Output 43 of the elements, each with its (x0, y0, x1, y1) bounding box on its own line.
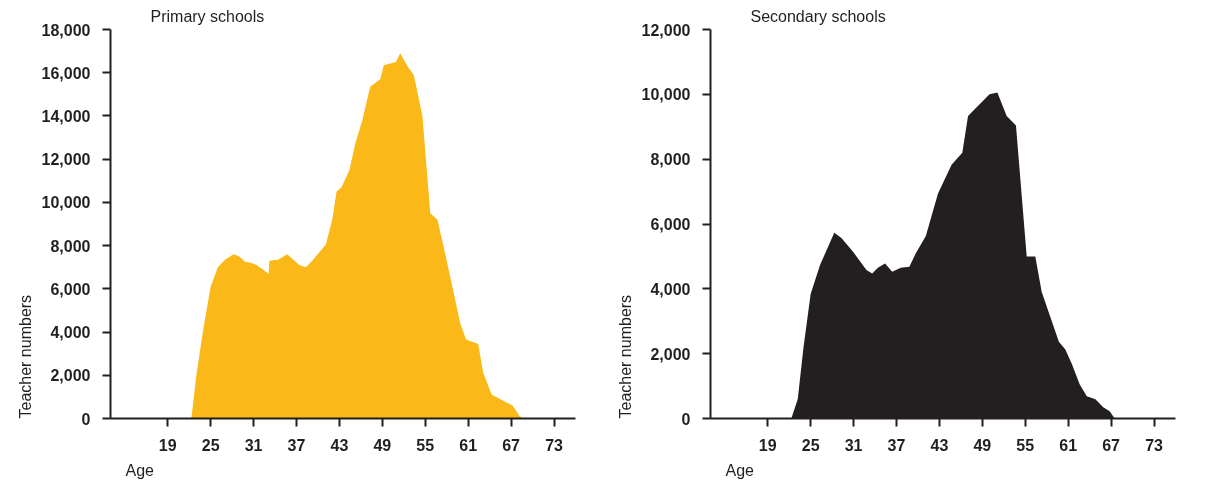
y-tick-label: 18,000 (41, 21, 91, 39)
y-tick-label: 6,000 (50, 280, 91, 298)
y-tick-label: 6,000 (650, 216, 691, 233)
y-tick-label: 8,000 (50, 237, 91, 255)
y-tick-label: 14,000 (41, 107, 91, 125)
x-axis-title: Age (725, 461, 755, 479)
y-axis-title: Teacher numbers (616, 294, 634, 419)
y-tick-label: 2,000 (50, 367, 91, 385)
y-tick-label: 10,000 (641, 86, 691, 104)
x-tick-label: 61 (1059, 436, 1078, 454)
y-tick-label: 16,000 (41, 64, 91, 82)
y-tick-label: 12,000 (641, 21, 691, 39)
x-tick-label: 19 (758, 436, 777, 454)
x-tick-label: 73 (545, 436, 564, 454)
x-tick-label: 25 (801, 436, 820, 454)
x-tick-label: 19 (158, 436, 177, 454)
y-tick-label: 4,000 (650, 280, 691, 298)
x-tick-label: 31 (844, 436, 863, 454)
x-tick-label: 61 (459, 436, 478, 454)
x-axis-title: Age (125, 461, 155, 479)
x-tick-label: 67 (502, 436, 521, 454)
x-tick-label: 31 (244, 436, 263, 454)
x-tick-label: 37 (287, 436, 306, 454)
x-tick-label: 43 (330, 436, 349, 454)
x-tick-label: 67 (1102, 436, 1121, 454)
chart-title: Primary schools (150, 7, 265, 25)
y-tick-label: 8,000 (650, 151, 691, 169)
x-tick-label: 73 (1145, 436, 1164, 454)
chart-title: Secondary schools (750, 7, 886, 25)
x-tick-label: 43 (930, 436, 949, 454)
x-tick-label: 55 (416, 436, 435, 454)
y-tick-label: 10,000 (41, 194, 91, 212)
x-tick-label: 37 (887, 436, 906, 454)
x-tick-label: 49 (373, 436, 392, 454)
y-tick-label: 4,000 (50, 324, 91, 342)
x-tick-label: 25 (201, 436, 220, 454)
y-tick-label: 0 (681, 410, 691, 428)
y-tick-label: 0 (81, 410, 91, 428)
x-tick-label: 55 (1016, 436, 1035, 454)
y-axis-title: Teacher numbers (16, 294, 34, 419)
y-tick-label: 2,000 (650, 345, 691, 363)
y-tick-label: 12,000 (41, 151, 91, 169)
x-tick-label: 49 (973, 436, 992, 454)
